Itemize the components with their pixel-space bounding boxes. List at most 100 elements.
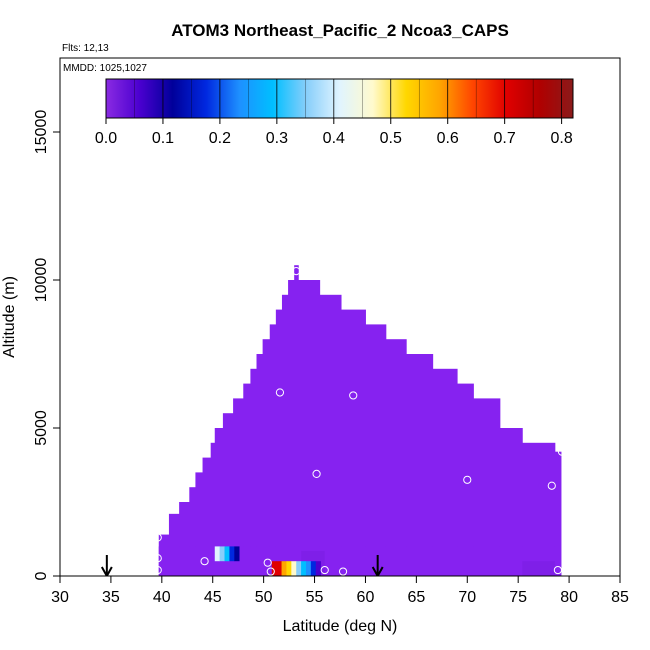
mmdd-label: MMDD: 1025,1027 bbox=[63, 63, 147, 74]
sample-points bbox=[153, 267, 567, 576]
heatmap-high-cell bbox=[305, 561, 312, 576]
sample-point bbox=[153, 565, 162, 575]
colorbar-tick-labels: 0.0 0.1 0.2 0.3 0.4 0.5 0.6 0.7 0.8 bbox=[95, 130, 573, 147]
flight-arrow bbox=[371, 555, 384, 576]
heatmap-column bbox=[168, 513, 180, 576]
heatmap-column bbox=[298, 280, 321, 576]
heatmap-column bbox=[179, 502, 190, 576]
heatmap-column bbox=[243, 383, 251, 576]
heatmap-high-cell bbox=[310, 561, 317, 576]
heatmap-high-cell bbox=[229, 546, 235, 562]
heatmap-column bbox=[457, 383, 474, 576]
colorbar-tick-label: 0.2 bbox=[209, 130, 231, 147]
x-tick-label: 45 bbox=[204, 589, 222, 606]
colorbar-tick-label: 0.6 bbox=[437, 130, 459, 147]
heatmap-column bbox=[189, 487, 196, 576]
heatmap-column bbox=[250, 368, 258, 576]
x-tick-label: 30 bbox=[51, 589, 69, 606]
sample-point bbox=[292, 267, 301, 276]
heatmap-column bbox=[275, 309, 283, 576]
sample-point bbox=[200, 557, 209, 566]
sample-point bbox=[338, 567, 348, 576]
heatmap-column bbox=[385, 339, 407, 576]
heatmap-column bbox=[262, 339, 271, 576]
y-axis: 0 5000 10000 15000 bbox=[33, 110, 60, 580]
heatmap-high-cell bbox=[291, 561, 297, 576]
x-tick-label: 50 bbox=[255, 589, 273, 606]
colorbar-tick-label: 0.1 bbox=[152, 130, 174, 147]
x-tick-label: 70 bbox=[458, 589, 476, 606]
flight-arrows bbox=[100, 555, 384, 576]
y-tick-label: 10000 bbox=[33, 258, 50, 303]
plot-frame bbox=[59, 57, 621, 577]
heatmap-field bbox=[158, 265, 562, 576]
heatmap-column bbox=[195, 472, 204, 576]
y-tick-label: 0 bbox=[33, 571, 50, 580]
sample-point bbox=[557, 447, 567, 456]
heatmap-column bbox=[281, 294, 289, 576]
colorbar-tick-label: 0.0 bbox=[95, 130, 117, 147]
heatmap-high-cell bbox=[224, 546, 230, 562]
heatmap-column bbox=[214, 428, 224, 576]
heatmap-high-cell bbox=[286, 561, 292, 576]
x-tick-label: 65 bbox=[407, 589, 425, 606]
sample-point bbox=[153, 554, 162, 563]
sample-point bbox=[266, 567, 275, 576]
x-axis: 30 35 40 45 50 55 60 65 70 75 80 85 bbox=[51, 576, 629, 606]
heatmap-column bbox=[233, 398, 244, 576]
heatmap-column bbox=[406, 354, 434, 576]
chart-title: ATOM3 Northeast_Pacific_2 Ncoa3_CAPS bbox=[171, 21, 509, 40]
heatmap-high-cell bbox=[301, 561, 307, 576]
colorbar: 0.0 0.1 0.2 0.3 0.4 0.5 0.6 0.7 0.8 bbox=[95, 78, 574, 147]
flight-arrow bbox=[100, 555, 113, 576]
heatmap-column bbox=[210, 442, 216, 576]
colorbar-frame bbox=[105, 78, 574, 119]
heatmap-high-cell bbox=[219, 546, 225, 562]
colorbar-tick-lines bbox=[105, 79, 563, 124]
colorbar-tick-label: 0.3 bbox=[266, 130, 288, 147]
heatmap-high-cell bbox=[296, 561, 302, 576]
sample-point bbox=[263, 558, 272, 567]
heatmap-column bbox=[294, 265, 299, 576]
colorbar-tick-label: 0.7 bbox=[494, 130, 516, 147]
y-tick-label: 5000 bbox=[33, 410, 50, 446]
heatmap-column bbox=[222, 413, 234, 576]
x-axis-label: Latitude (deg N) bbox=[283, 618, 398, 635]
heatmap-high-cell bbox=[281, 561, 287, 576]
heatmap-high-cell bbox=[315, 561, 321, 576]
sample-point bbox=[553, 565, 562, 575]
heatmap-column bbox=[499, 428, 523, 576]
heatmap-high-cells bbox=[214, 546, 321, 576]
heatmap-column bbox=[554, 451, 562, 576]
x-tick-label: 85 bbox=[611, 589, 629, 606]
heatmap-column bbox=[256, 354, 264, 576]
plot-area bbox=[100, 265, 567, 576]
sample-point bbox=[312, 469, 321, 478]
colorbar-gradient bbox=[106, 79, 573, 118]
heatmap-high-cell bbox=[276, 561, 282, 576]
heatmap-high-cell bbox=[271, 561, 277, 576]
heatmap-column bbox=[288, 280, 295, 576]
x-tick-label: 75 bbox=[509, 589, 527, 606]
colorbar-tick-label: 0.8 bbox=[550, 130, 572, 147]
x-tick-label: 80 bbox=[560, 589, 578, 606]
heatmap-high-cell bbox=[214, 546, 220, 562]
heatmap-column bbox=[365, 324, 387, 576]
flights-label: Flts: 12,13 bbox=[62, 43, 109, 54]
sample-point bbox=[320, 565, 329, 575]
sample-point bbox=[547, 481, 556, 490]
heatmap-column bbox=[432, 368, 458, 576]
x-tick-label: 35 bbox=[102, 589, 120, 606]
colorbar-tick-label: 0.5 bbox=[380, 130, 402, 147]
colorbar-tick-label: 0.4 bbox=[323, 130, 345, 147]
y-axis-label: Altitude (m) bbox=[1, 276, 18, 358]
x-tick-label: 40 bbox=[153, 589, 171, 606]
heatmap-column bbox=[341, 309, 366, 576]
sample-point bbox=[153, 533, 162, 542]
sample-point bbox=[275, 388, 285, 397]
heatmap-cell bbox=[522, 561, 555, 576]
sample-point bbox=[349, 391, 358, 400]
heatmap-high-cell bbox=[234, 546, 240, 562]
x-tick-label: 55 bbox=[306, 589, 324, 606]
